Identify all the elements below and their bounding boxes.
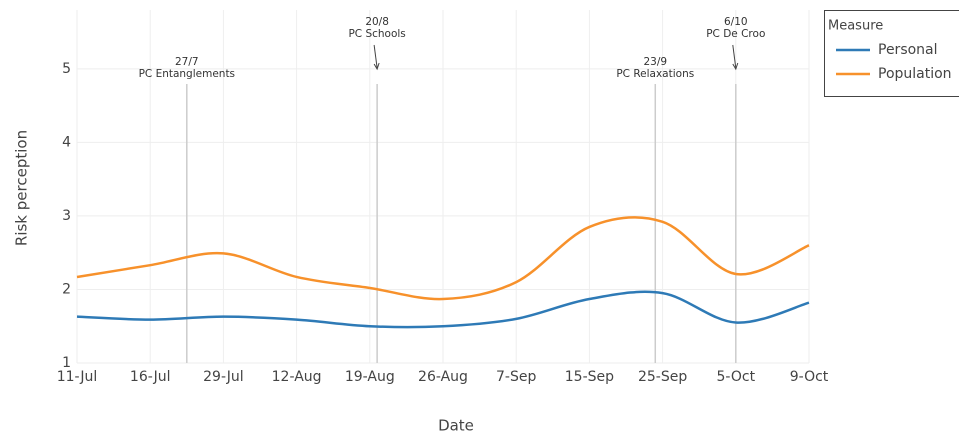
- event-label: PC Entanglements: [139, 68, 235, 80]
- event-date: 27/7: [175, 56, 199, 68]
- x-tick-label: 5-Oct: [717, 369, 756, 385]
- event-label: PC Relaxations: [616, 68, 694, 80]
- legend-title: Measure: [828, 19, 883, 34]
- event-arrow: [732, 44, 737, 69]
- x-axis-title: Date: [438, 417, 474, 432]
- y-axis-title: Risk perception: [13, 130, 31, 246]
- y-tick-label: 1: [62, 355, 71, 371]
- line: [76, 290, 810, 329]
- x-tick-label: 11-Jul: [57, 369, 98, 385]
- x-tick-label: 25-Sep: [638, 369, 687, 385]
- event-arrowhead: [373, 62, 380, 71]
- y-tick-label: 2: [62, 281, 71, 297]
- legend-label: Population: [878, 66, 952, 82]
- event-label: PC Schools: [348, 28, 405, 40]
- x-tick-label: 12-Aug: [272, 369, 322, 385]
- event-arrow: [373, 44, 378, 69]
- event-date: 23/9: [643, 56, 667, 68]
- event-date: 6/10: [724, 16, 748, 28]
- line: [76, 216, 810, 301]
- legend-label: Personal: [878, 42, 938, 58]
- x-tick-label: 15-Sep: [565, 369, 614, 385]
- y-tick-label: 4: [62, 134, 71, 150]
- event-arrowhead: [732, 62, 739, 71]
- y-tick-label: 5: [62, 61, 71, 77]
- x-tick-label: 9-Oct: [790, 369, 829, 385]
- y-tick-label: 3: [62, 208, 71, 224]
- x-tick-label: 19-Aug: [345, 369, 395, 385]
- x-tick-label: 29-Jul: [203, 369, 244, 385]
- x-tick-label: 7-Sep: [496, 369, 536, 385]
- legend-box: [824, 10, 959, 97]
- event-date: 20/8: [365, 16, 389, 28]
- x-tick-label: 26-Aug: [418, 369, 468, 385]
- event-label: PC De Croo: [706, 28, 765, 40]
- x-tick-label: 16-Jul: [130, 369, 171, 385]
